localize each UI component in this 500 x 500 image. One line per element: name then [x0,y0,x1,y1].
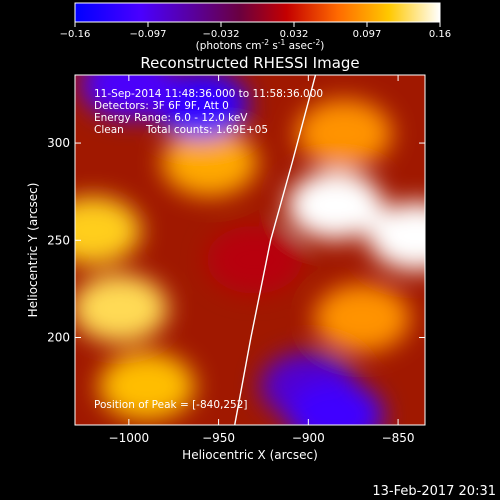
colorbar-tick-label: 0.032 [280,29,309,40]
intensity-region [287,381,384,425]
annotation-detectors: Detectors: 3F 6F 9F, Att 0 [94,100,229,112]
y-tick-label: 300 [47,136,70,150]
colorbar-tick-label: 0.16 [429,29,451,40]
chart-title: Reconstructed RHESSI Image [140,54,359,72]
intensity-region [75,274,168,343]
intensity-region [368,202,425,271]
annotation-counts: Total counts: 1.69E+05 [145,124,268,136]
intensity-region [75,196,141,265]
intensity-region [314,284,411,353]
footer-date: 13-Feb-2017 20:31 [372,484,496,499]
colorbar-label: (photons cm-2 s-1 asec-2) [196,38,325,52]
solar-limb-arc [234,75,317,425]
y-axis-ticks: 200 250 300 [47,136,425,345]
intensity-region [161,128,258,197]
annotation-peak: Position of Peak = [-840,252] [94,399,248,411]
intensity-region [152,75,249,139]
colorbar [74,2,441,23]
x-tick-label: −950 [202,431,235,445]
intensity-region [287,171,384,240]
intensity-region [206,225,303,294]
annotation-time-range: 11-Sep-2014 11:48:36.000 to 11:58:36.000 [94,88,323,100]
y-tick-label: 250 [47,233,70,247]
x-axis-ticks: −1000 −950 −900 −850 [109,75,415,445]
x-axis-label: Heliocentric X (arcsec) [182,448,318,462]
y-tick-label: 200 [47,331,70,345]
image-area [75,75,425,425]
x-tick-label: −1000 [109,431,150,445]
colorbar-ticks: −0.16 −0.097 −0.032 0.032 0.097 0.16 [60,22,451,40]
plot-frame [74,74,426,426]
colorbar-tick-label: 0.097 [353,29,382,40]
colorbar-tick-label: −0.032 [202,29,239,40]
annotation-energy: Energy Range: 6.0 - 12.0 keV [94,112,248,124]
intensity-region [296,99,393,168]
x-tick-label: −900 [292,431,325,445]
colorbar-tick-label: −0.097 [129,29,166,40]
annotation-method: Clean [94,124,124,136]
colorbar-tick-label: −0.16 [60,29,91,40]
y-axis-label: Heliocentric Y (arcsec) [26,183,40,318]
x-tick-label: −850 [382,431,415,445]
intensity-region [80,75,177,119]
intensity-map [75,75,425,425]
intensity-region [98,352,195,421]
